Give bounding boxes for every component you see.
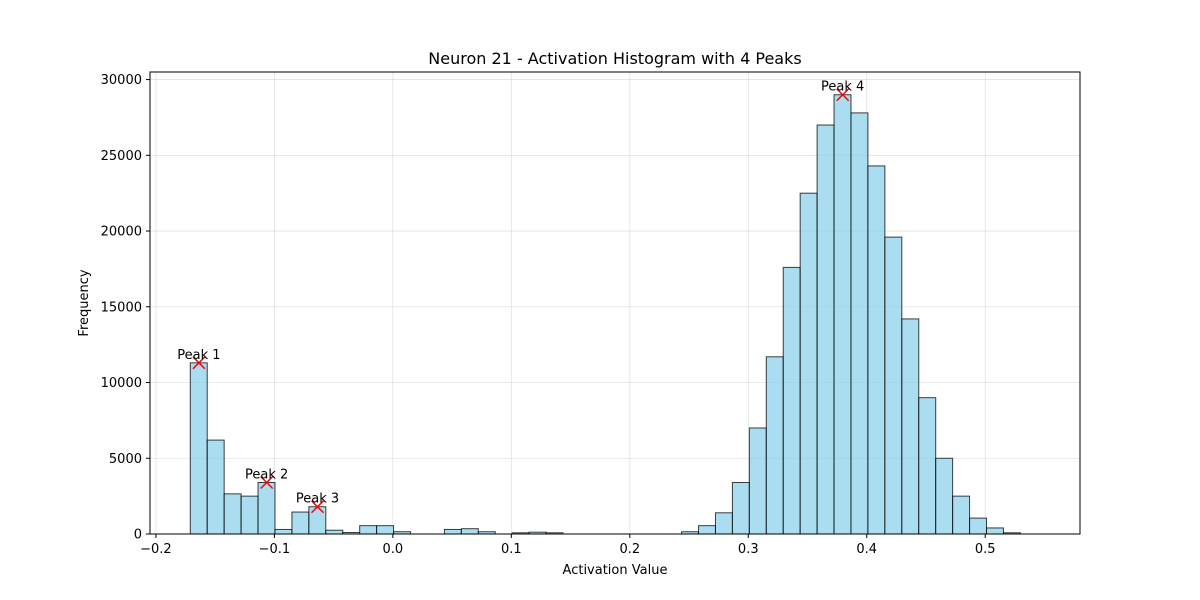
histogram-bar — [901, 318, 920, 535]
histogram-bar — [291, 511, 310, 535]
histogram-bar — [986, 527, 1004, 535]
histogram-bar — [867, 165, 886, 535]
peak-label: Peak 1 — [177, 348, 220, 363]
y-axis-ticks: 0 5000 10000 15000 20000 25000 30000 — [101, 73, 150, 543]
peak-marker-stroke — [260, 475, 274, 490]
x-axis-ticks: −0.2 −0.1 0.0 0.1 0.2 0.3 0.4 0.5 — [140, 534, 996, 557]
peak-marker-stroke — [192, 356, 206, 370]
histogram-bar — [850, 112, 869, 535]
x-tick-label: −0.2 — [140, 542, 172, 557]
y-tick-label: 25000 — [101, 149, 142, 164]
histogram-bar — [698, 525, 716, 535]
y-tick-label: 30000 — [101, 73, 142, 88]
histogram-bar — [359, 525, 378, 535]
chart-title: Neuron 21 - Activation Histogram with 4 … — [428, 49, 801, 68]
histogram-bar — [376, 525, 395, 535]
histogram-bar — [782, 266, 801, 535]
x-tick-label: 0.2 — [619, 542, 640, 557]
x-tick-label: 0.4 — [856, 542, 877, 557]
x-tick-label: 0.1 — [501, 542, 522, 557]
peak-label: Peak 2 — [245, 467, 288, 482]
histogram-bar — [969, 517, 988, 535]
plot-frame — [149, 71, 1081, 535]
x-tick-label: 0.5 — [975, 542, 996, 557]
y-axis-label: Frequency — [77, 269, 92, 336]
histogram-bar — [460, 528, 479, 535]
y-tick-label: 15000 — [101, 300, 142, 315]
histogram-bar — [257, 481, 276, 535]
y-tick-label: 0 — [134, 528, 142, 543]
histogram-bar — [223, 493, 242, 535]
peak-marker — [836, 88, 850, 102]
y-tick-label: 20000 — [101, 225, 142, 240]
peak-marker — [192, 356, 206, 370]
histogram-bar — [714, 512, 733, 535]
histogram-bar — [833, 94, 852, 535]
peak-marker-stroke — [310, 500, 325, 514]
histogram-bar — [274, 528, 293, 535]
histogram-bar — [816, 124, 835, 535]
x-tick-label: 0.0 — [383, 542, 404, 557]
histogram-bar — [731, 481, 750, 535]
peak-label: Peak 4 — [821, 80, 864, 95]
histogram-bar — [884, 236, 903, 535]
peaks-layer: Peak 1 Peak 2 Peak 3 Peak 4 — [177, 80, 864, 514]
x-tick-label: −0.1 — [259, 542, 291, 557]
histogram-bar — [240, 495, 259, 535]
histogram-bar — [189, 362, 208, 535]
x-tick-label: 0.3 — [738, 542, 759, 557]
histogram-bar — [325, 529, 344, 535]
histogram-bar — [206, 439, 225, 535]
y-tick-label: 5000 — [109, 452, 142, 467]
x-axis-label: Activation Value — [563, 563, 668, 578]
y-tick-label: 10000 — [101, 376, 142, 391]
bars-layer — [189, 94, 1021, 535]
histogram-bar — [308, 506, 327, 535]
peak-marker — [260, 475, 274, 490]
histogram-bar — [952, 495, 971, 535]
histogram-bar — [748, 427, 767, 535]
histogram-bar — [799, 192, 818, 535]
histogram-bar — [935, 457, 954, 535]
peak-marker-stroke — [836, 88, 850, 102]
peak-marker — [310, 500, 325, 514]
histogram-bar — [918, 397, 937, 535]
histogram-bar — [765, 356, 784, 535]
peak-label: Peak 3 — [296, 492, 339, 507]
histogram-bar — [443, 528, 462, 535]
